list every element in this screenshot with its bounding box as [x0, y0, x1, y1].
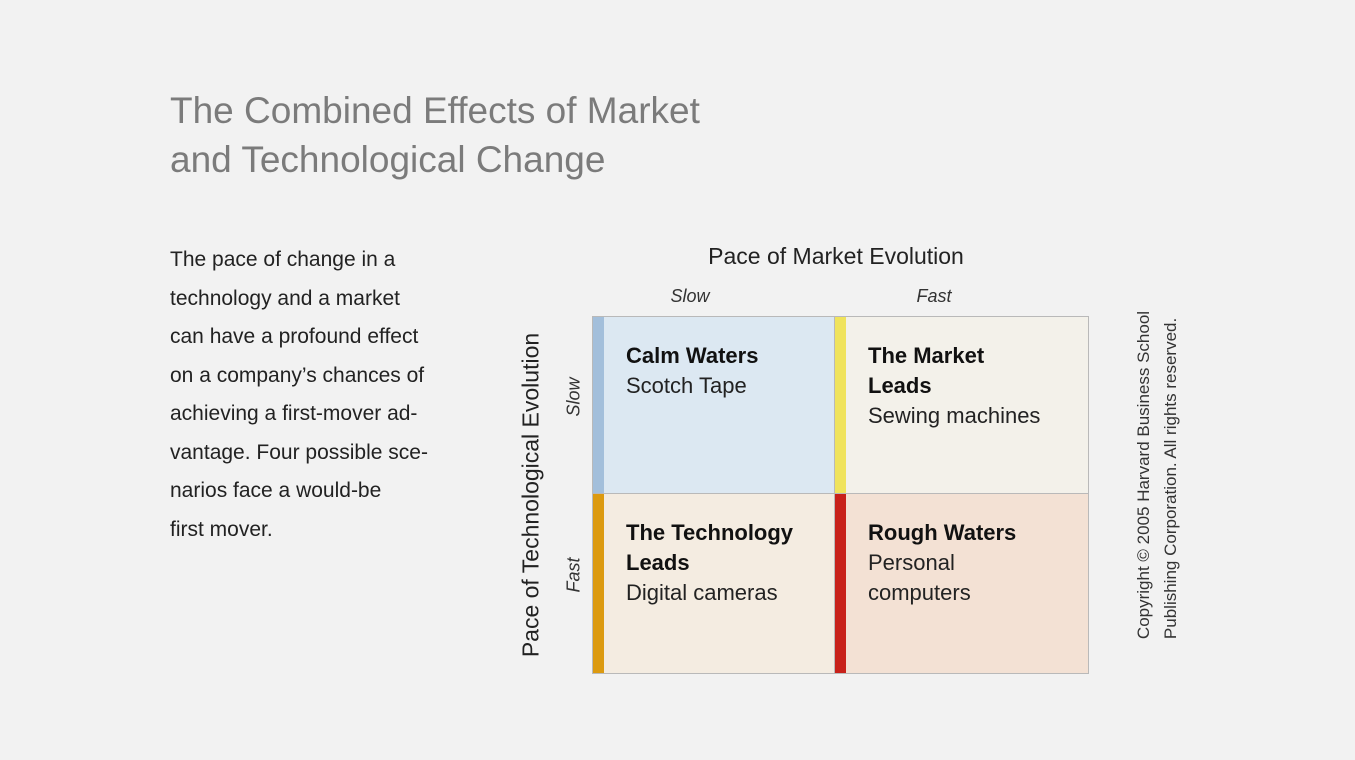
- cell-name: Leads: [868, 373, 932, 398]
- title-line-2: and Technological Change: [170, 139, 606, 180]
- intro-line: achieving a first-mover ad-: [170, 402, 418, 425]
- accent-bar: [835, 494, 846, 673]
- cell-rough-waters: Rough Waters Personal computers: [834, 493, 1089, 674]
- intro-line: technology and a market: [170, 286, 400, 310]
- y-tick-fast: Fast: [563, 557, 584, 593]
- cell-example: computers: [868, 580, 971, 605]
- accent-bar: [835, 317, 846, 493]
- intro-paragraph: The pace of change in a technology and a…: [170, 241, 470, 549]
- cell-example: Sewing machines: [868, 403, 1041, 428]
- copyright-line-2: Publishing Corporation. All rights reser…: [1161, 317, 1180, 640]
- cell-label: Calm Waters Scotch Tape: [626, 341, 758, 401]
- intro-line: can have a profound effect: [170, 325, 419, 348]
- cell-example: Digital cameras: [626, 580, 778, 605]
- intro-line: vantage. Four possible sce-: [170, 440, 428, 464]
- y-tick-slow: Slow: [563, 377, 584, 417]
- title-line-1: The Combined Effects of Market: [170, 90, 700, 131]
- accent-bar: [593, 317, 604, 493]
- page-title: The Combined Effects of Market and Techn…: [170, 86, 810, 184]
- cell-label: The Market Leads Sewing machines: [868, 341, 1040, 431]
- x-tick-fast: Fast: [916, 286, 952, 306]
- copyright-notice: Copyright © 2005 Harvard Business School…: [1130, 311, 1184, 639]
- intro-line: on a company’s chances of: [170, 363, 425, 387]
- copyright-line-1: Copyright © 2005 Harvard Business School: [1134, 310, 1153, 640]
- x-tick-slow: Slow: [670, 286, 710, 306]
- cell-market-leads: The Market Leads Sewing machines: [834, 316, 1089, 494]
- scenario-matrix: Calm Waters Scotch Tape The Market Leads…: [592, 316, 1089, 674]
- cell-label: The Technology Leads Digital cameras: [626, 518, 793, 608]
- cell-name: Rough Waters: [868, 520, 1017, 545]
- x-axis-title: Pace of Market Evolution: [708, 243, 964, 269]
- cell-name: The Technology: [626, 520, 794, 545]
- cell-name: Calm Waters: [626, 343, 759, 368]
- cell-example: Scotch Tape: [626, 373, 747, 398]
- intro-line: The pace of change in a: [170, 248, 396, 271]
- intro-line: narios face a would-be: [170, 479, 382, 502]
- cell-calm-waters: Calm Waters Scotch Tape: [592, 316, 835, 494]
- accent-bar: [593, 494, 604, 673]
- intro-line: first mover.: [170, 517, 273, 541]
- cell-name: Leads: [626, 550, 690, 575]
- cell-example: Personal: [868, 550, 955, 575]
- cell-label: Rough Waters Personal computers: [868, 518, 1016, 608]
- cell-name: The Market: [868, 343, 985, 368]
- y-axis-title: Pace of Technological Evolution: [517, 332, 544, 658]
- cell-technology-leads: The Technology Leads Digital cameras: [592, 493, 835, 674]
